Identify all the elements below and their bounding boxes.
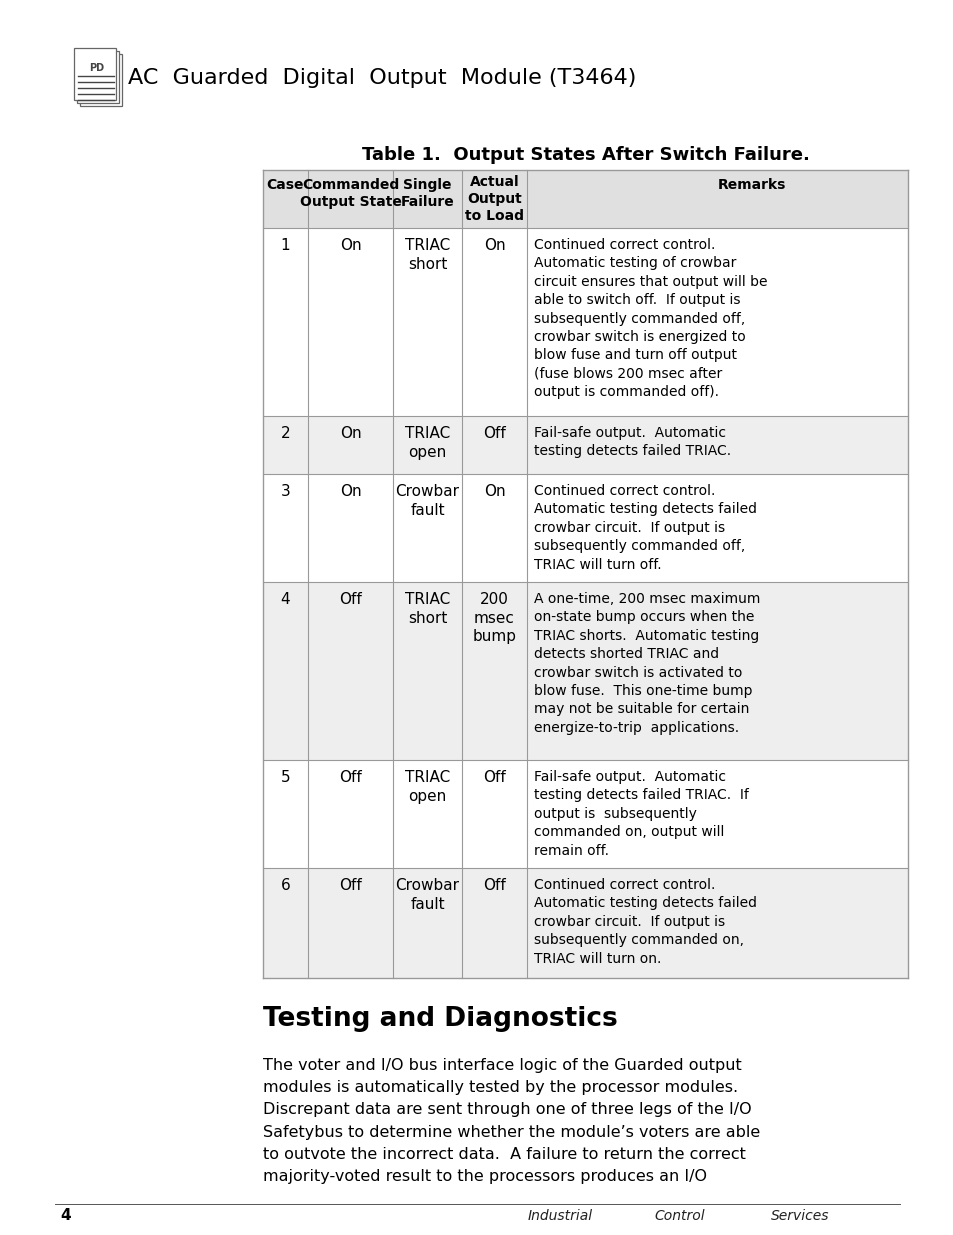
Text: TRIAC
open: TRIAC open	[404, 426, 450, 459]
Text: Off: Off	[482, 878, 505, 893]
Text: Control: Control	[654, 1209, 704, 1223]
Text: AC  Guarded  Digital  Output  Module (T3464): AC Guarded Digital Output Module (T3464)	[128, 68, 636, 88]
Text: Industrial: Industrial	[527, 1209, 592, 1223]
FancyBboxPatch shape	[77, 51, 119, 103]
Text: Fail-safe output.  Automatic
testing detects failed TRIAC.  If
output is  subseq: Fail-safe output. Automatic testing dete…	[534, 769, 748, 857]
Text: 1: 1	[280, 238, 290, 253]
Text: Commanded
Output State: Commanded Output State	[299, 178, 401, 209]
Text: The voter and I/O bus interface logic of the Guarded output
modules is automatic: The voter and I/O bus interface logic of…	[263, 1058, 760, 1184]
Text: A one-time, 200 msec maximum
on-state bump occurs when the
TRIAC shorts.  Automa: A one-time, 200 msec maximum on-state bu…	[534, 592, 760, 735]
Text: Actual
Output
to Load: Actual Output to Load	[464, 175, 523, 222]
Text: Continued correct control.
Automatic testing detects failed
crowbar circuit.  If: Continued correct control. Automatic tes…	[534, 878, 757, 966]
Text: Single
Failure: Single Failure	[400, 178, 454, 209]
Text: 200
msec
bump: 200 msec bump	[472, 592, 516, 645]
Text: TRIAC
open: TRIAC open	[404, 769, 450, 804]
Text: TRIAC
short: TRIAC short	[404, 592, 450, 626]
Bar	[263, 228, 907, 416]
Text: Case: Case	[267, 178, 304, 191]
Text: 4: 4	[280, 592, 290, 606]
Text: On: On	[339, 426, 361, 441]
Text: Off: Off	[338, 769, 361, 785]
Text: 4: 4	[60, 1209, 71, 1224]
Text: Fail-safe output.  Automatic
testing detects failed TRIAC.: Fail-safe output. Automatic testing dete…	[534, 426, 730, 458]
Text: Off: Off	[338, 878, 361, 893]
Text: PD: PD	[90, 63, 105, 73]
Text: Off: Off	[338, 592, 361, 606]
Bar	[263, 474, 907, 582]
Text: On: On	[339, 484, 361, 499]
Text: Remarks: Remarks	[717, 178, 785, 191]
FancyBboxPatch shape	[80, 54, 122, 106]
Text: Services: Services	[770, 1209, 828, 1223]
Text: Off: Off	[482, 426, 505, 441]
Bar	[263, 868, 907, 978]
Bar	[263, 760, 907, 868]
Text: 5: 5	[280, 769, 290, 785]
Text: On: On	[483, 238, 505, 253]
FancyBboxPatch shape	[74, 48, 116, 100]
Bar	[263, 416, 907, 474]
Text: On: On	[483, 484, 505, 499]
Text: Crowbar
fault: Crowbar fault	[395, 878, 459, 911]
Text: 2: 2	[280, 426, 290, 441]
Text: TRIAC
short: TRIAC short	[404, 238, 450, 272]
Text: Continued correct control.
Automatic testing detects failed
crowbar circuit.  If: Continued correct control. Automatic tes…	[534, 484, 757, 572]
Bar	[263, 170, 907, 228]
Text: Testing and Diagnostics: Testing and Diagnostics	[263, 1007, 618, 1032]
Text: 3: 3	[280, 484, 290, 499]
Text: Off: Off	[482, 769, 505, 785]
Text: 6: 6	[280, 878, 290, 893]
Text: Continued correct control.
Automatic testing of crowbar
circuit ensures that out: Continued correct control. Automatic tes…	[534, 238, 767, 399]
Text: Crowbar
fault: Crowbar fault	[395, 484, 459, 517]
Text: Table 1.  Output States After Switch Failure.: Table 1. Output States After Switch Fail…	[361, 146, 808, 164]
Bar	[263, 582, 907, 760]
Text: On: On	[339, 238, 361, 253]
